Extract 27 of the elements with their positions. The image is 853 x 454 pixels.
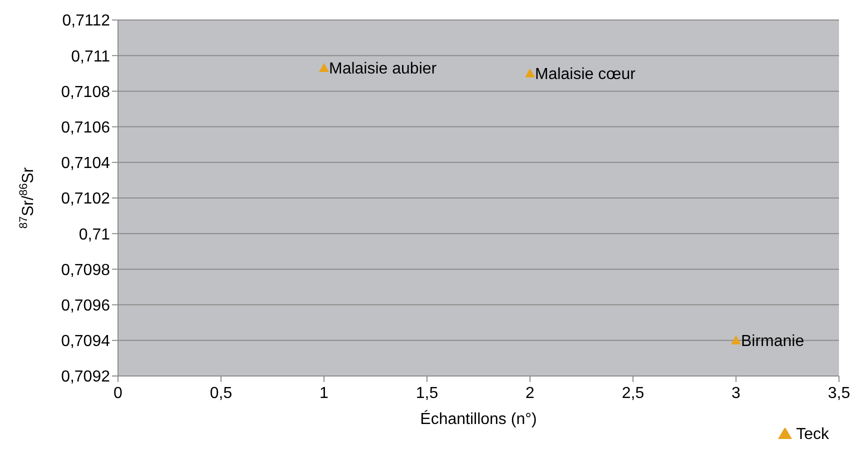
x-axis-title: Échantillons (n°) [420,410,537,428]
y-tick-label: 0,7092 [61,368,110,386]
annotation: Birmanie [741,333,804,350]
x-tick-label: 2,5 [622,385,644,402]
x-tick-label: 1 [320,385,329,402]
point [525,68,535,78]
x-tick-label: 2 [526,385,535,402]
y-tick-label: 0,71 [78,226,110,244]
y-tick-label: 0,7112 [62,12,110,30]
y-tick-label: 0,7108 [61,84,110,101]
annotation: Malaisie cœur [535,66,636,84]
point [731,335,741,344]
x-tick-label: 1,5 [416,385,438,402]
y-tick-label: 0,7106 [61,119,110,136]
y-tick-label: 0,711 [71,48,110,66]
y-tick-label: 0,7104 [61,155,110,172]
annotation: Malaisie aubier [329,60,438,78]
x-tick-label: 0 [114,385,123,402]
x-tick-label: 0,5 [210,385,232,402]
x-tick-label: 3,5 [828,385,850,402]
y-tick-label: 0,7098 [61,262,110,279]
y-tick-label: 0,7094 [61,333,110,350]
point [319,63,329,72]
legend-label: Teck [796,426,829,443]
x-tick-label: 3 [732,385,741,402]
y-tick-label: 0,7102 [61,190,110,208]
y-tick-label: 0,7096 [61,297,110,314]
